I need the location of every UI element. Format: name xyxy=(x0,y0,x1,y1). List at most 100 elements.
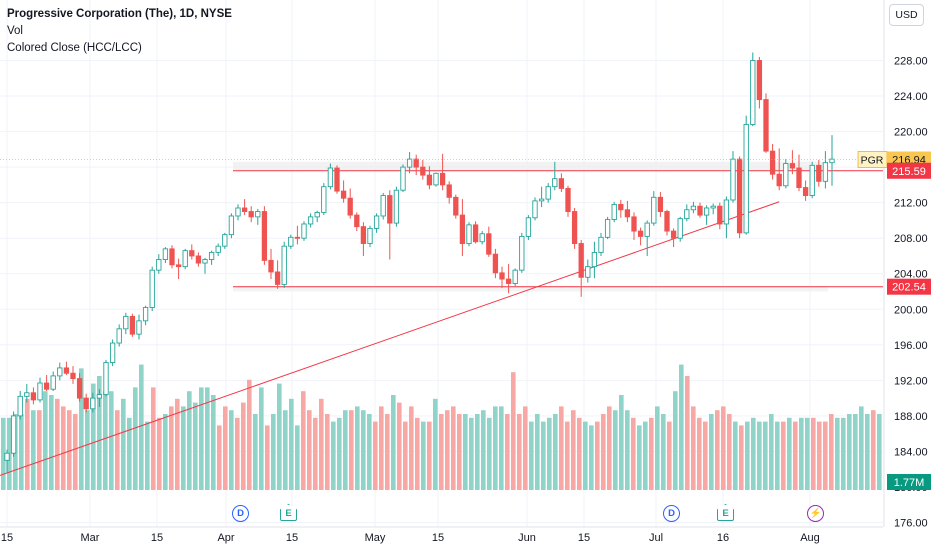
x-tick-label: Apr xyxy=(217,532,234,544)
volume-bar xyxy=(169,406,174,490)
candle xyxy=(670,228,677,248)
volume-bar xyxy=(859,406,864,490)
x-tick-label: Jul xyxy=(649,532,663,544)
volume-bar xyxy=(235,417,240,490)
dividend-marker[interactable]: D xyxy=(232,505,249,522)
candle xyxy=(129,313,136,337)
volume-bar xyxy=(139,364,144,490)
candle xyxy=(783,159,789,189)
candle xyxy=(367,225,373,248)
volume-bar xyxy=(67,410,72,490)
candle xyxy=(10,411,17,457)
candle-body xyxy=(288,236,294,247)
trend-line xyxy=(0,201,780,476)
candle xyxy=(288,234,294,249)
candle-body xyxy=(611,203,617,220)
x-tick-label: May xyxy=(365,532,386,544)
candle xyxy=(644,220,650,256)
volume-bar xyxy=(751,417,756,490)
candle xyxy=(453,194,459,219)
symbol-title[interactable]: Progressive Corporation (The), 1D, NYSE xyxy=(7,8,232,20)
earnings-marker[interactable]: E xyxy=(280,504,297,521)
y-tick-label: 228.00 xyxy=(894,56,928,68)
candle xyxy=(585,259,591,283)
candle xyxy=(175,258,182,280)
candle xyxy=(519,232,525,273)
volume-bar xyxy=(667,421,672,490)
volume-bars xyxy=(1,364,882,490)
candle-body xyxy=(519,235,525,271)
candle-body xyxy=(294,236,301,239)
volume-bar xyxy=(193,402,198,490)
earnings-marker[interactable]: E xyxy=(717,504,734,521)
candle-body xyxy=(472,224,479,243)
candle-body xyxy=(578,243,584,278)
volume-bar xyxy=(229,410,234,490)
dividend-marker[interactable]: D xyxy=(663,505,680,522)
candle-body xyxy=(195,255,202,264)
candle xyxy=(472,221,479,244)
candle-body xyxy=(433,172,439,186)
volume-bar xyxy=(43,391,48,490)
candle-body xyxy=(334,167,340,192)
split-marker[interactable]: ⚡ xyxy=(807,505,824,522)
volume-bar xyxy=(25,398,30,490)
candle xyxy=(208,250,215,265)
candle-body xyxy=(307,216,314,225)
volume-bar xyxy=(205,387,210,490)
candle-body xyxy=(57,367,63,377)
volume-bar xyxy=(559,406,564,490)
candle-body xyxy=(321,186,327,213)
volume-bar xyxy=(439,414,444,490)
candle xyxy=(50,371,56,392)
candle xyxy=(532,197,538,221)
volume-bar xyxy=(187,391,192,490)
candle xyxy=(538,186,545,208)
candle xyxy=(651,191,657,226)
volume-bar xyxy=(781,421,786,490)
volume-bar xyxy=(403,421,408,490)
candle xyxy=(327,163,334,190)
candle xyxy=(598,232,604,256)
candle xyxy=(657,191,664,217)
volume-bar xyxy=(373,421,378,490)
volume-bar xyxy=(253,414,258,490)
candle xyxy=(321,183,327,216)
volume-bar xyxy=(289,398,294,490)
candle xyxy=(466,222,472,247)
candle xyxy=(618,199,624,218)
volume-bar xyxy=(199,387,204,490)
candle-body xyxy=(769,150,776,175)
currency-button[interactable]: USD xyxy=(889,4,924,26)
candle-body xyxy=(453,196,459,216)
candle xyxy=(499,266,505,288)
volume-indicator-label[interactable]: Vol xyxy=(7,25,23,37)
volume-bar xyxy=(877,414,882,490)
candle-body xyxy=(796,167,802,188)
candle xyxy=(360,222,367,256)
candle xyxy=(261,206,268,265)
candle-body xyxy=(466,224,472,244)
candle-body xyxy=(677,218,683,239)
volume-bar xyxy=(361,410,366,490)
candle-body xyxy=(367,227,373,244)
candle-body xyxy=(215,245,221,253)
x-tick-label: 16 xyxy=(717,532,729,544)
candle xyxy=(248,206,254,223)
colored-close-indicator-label[interactable]: Colored Close (HCC/LCC) xyxy=(7,42,142,54)
candle xyxy=(796,154,802,192)
candle xyxy=(373,213,380,233)
volume-bar xyxy=(499,406,504,490)
volume-bar xyxy=(793,421,798,490)
volume-bar xyxy=(553,414,558,490)
candle-body xyxy=(446,184,452,198)
volume-bar xyxy=(847,414,852,490)
level-price-tag-text: 202.54 xyxy=(892,282,926,294)
candle-body xyxy=(76,378,83,399)
x-tick-label: Jun xyxy=(518,532,536,544)
volume-bar xyxy=(301,391,306,490)
volume-bar xyxy=(433,398,438,490)
candle-body xyxy=(30,392,37,401)
volume-bar xyxy=(691,406,696,490)
